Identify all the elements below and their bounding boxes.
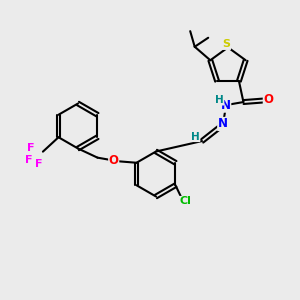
Text: S: S	[223, 39, 230, 50]
Text: H: H	[191, 131, 200, 142]
Text: F: F	[25, 155, 32, 165]
Text: Cl: Cl	[179, 196, 191, 206]
Text: F: F	[35, 159, 42, 169]
Text: O: O	[263, 93, 273, 106]
Text: N: N	[218, 117, 228, 130]
Text: O: O	[109, 154, 119, 167]
Text: N: N	[221, 99, 231, 112]
Text: H: H	[215, 95, 224, 105]
Text: F: F	[27, 143, 34, 153]
